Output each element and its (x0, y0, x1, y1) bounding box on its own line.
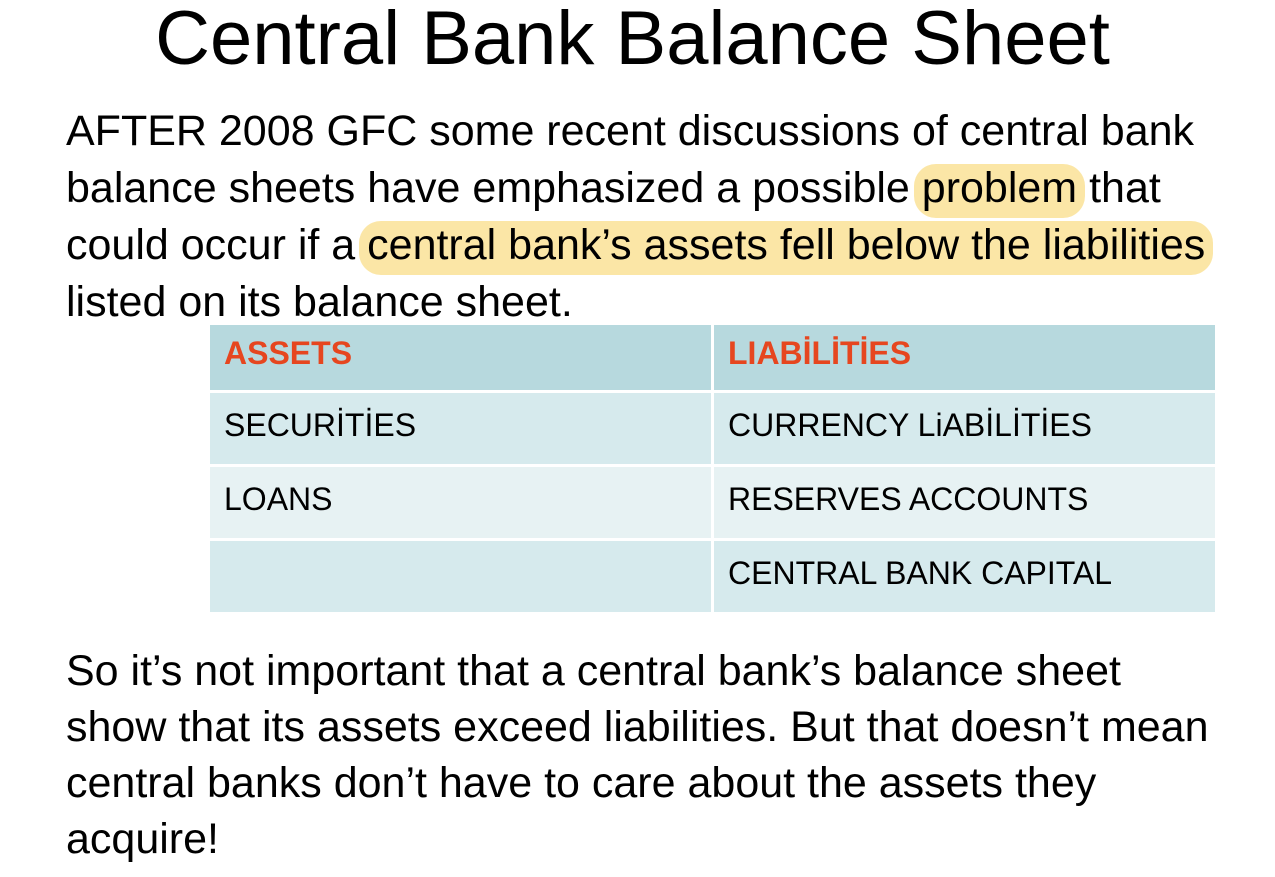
asset-cell (207, 538, 714, 615)
intro-text-1: AFTER 2008 GFC some recent discussions o… (66, 107, 1195, 212)
balance-sheet-table: ASSETS LIABİLİTİES SECURİTİES CURRENCY L… (207, 322, 1218, 615)
asset-cell: SECURİTİES (207, 390, 714, 467)
asset-cell: LOANS (207, 464, 714, 541)
intro-paragraph: AFTER 2008 GFC some recent discussions o… (66, 103, 1256, 331)
table-row: CENTRAL BANK CAPITAL (207, 538, 1218, 615)
table-row: LOANS RESERVES ACCOUNTS (207, 464, 1218, 541)
highlight-assets-below-liabilities: central bank’s assets fell below the lia… (359, 221, 1214, 275)
slide-title: Central Bank Balance Sheet (155, 0, 1110, 81)
liability-cell: RESERVES ACCOUNTS (711, 464, 1218, 541)
highlight-problem: problem (913, 164, 1086, 218)
header-assets: ASSETS (207, 322, 714, 393)
table-row: SECURİTİES CURRENCY LiABİLİTİES (207, 390, 1218, 467)
conclusion-paragraph: So it’s not important that a central ban… (66, 647, 1209, 863)
header-liabilities: LIABİLİTİES (711, 322, 1218, 393)
intro-text-3: listed on its balance sheet. (66, 278, 573, 326)
table-header-row: ASSETS LIABİLİTİES (207, 322, 1218, 393)
liability-cell: CENTRAL BANK CAPITAL (711, 538, 1218, 615)
liability-cell: CURRENCY LiABİLİTİES (711, 390, 1218, 467)
intro-text-2: that could occur if a (66, 164, 1161, 269)
